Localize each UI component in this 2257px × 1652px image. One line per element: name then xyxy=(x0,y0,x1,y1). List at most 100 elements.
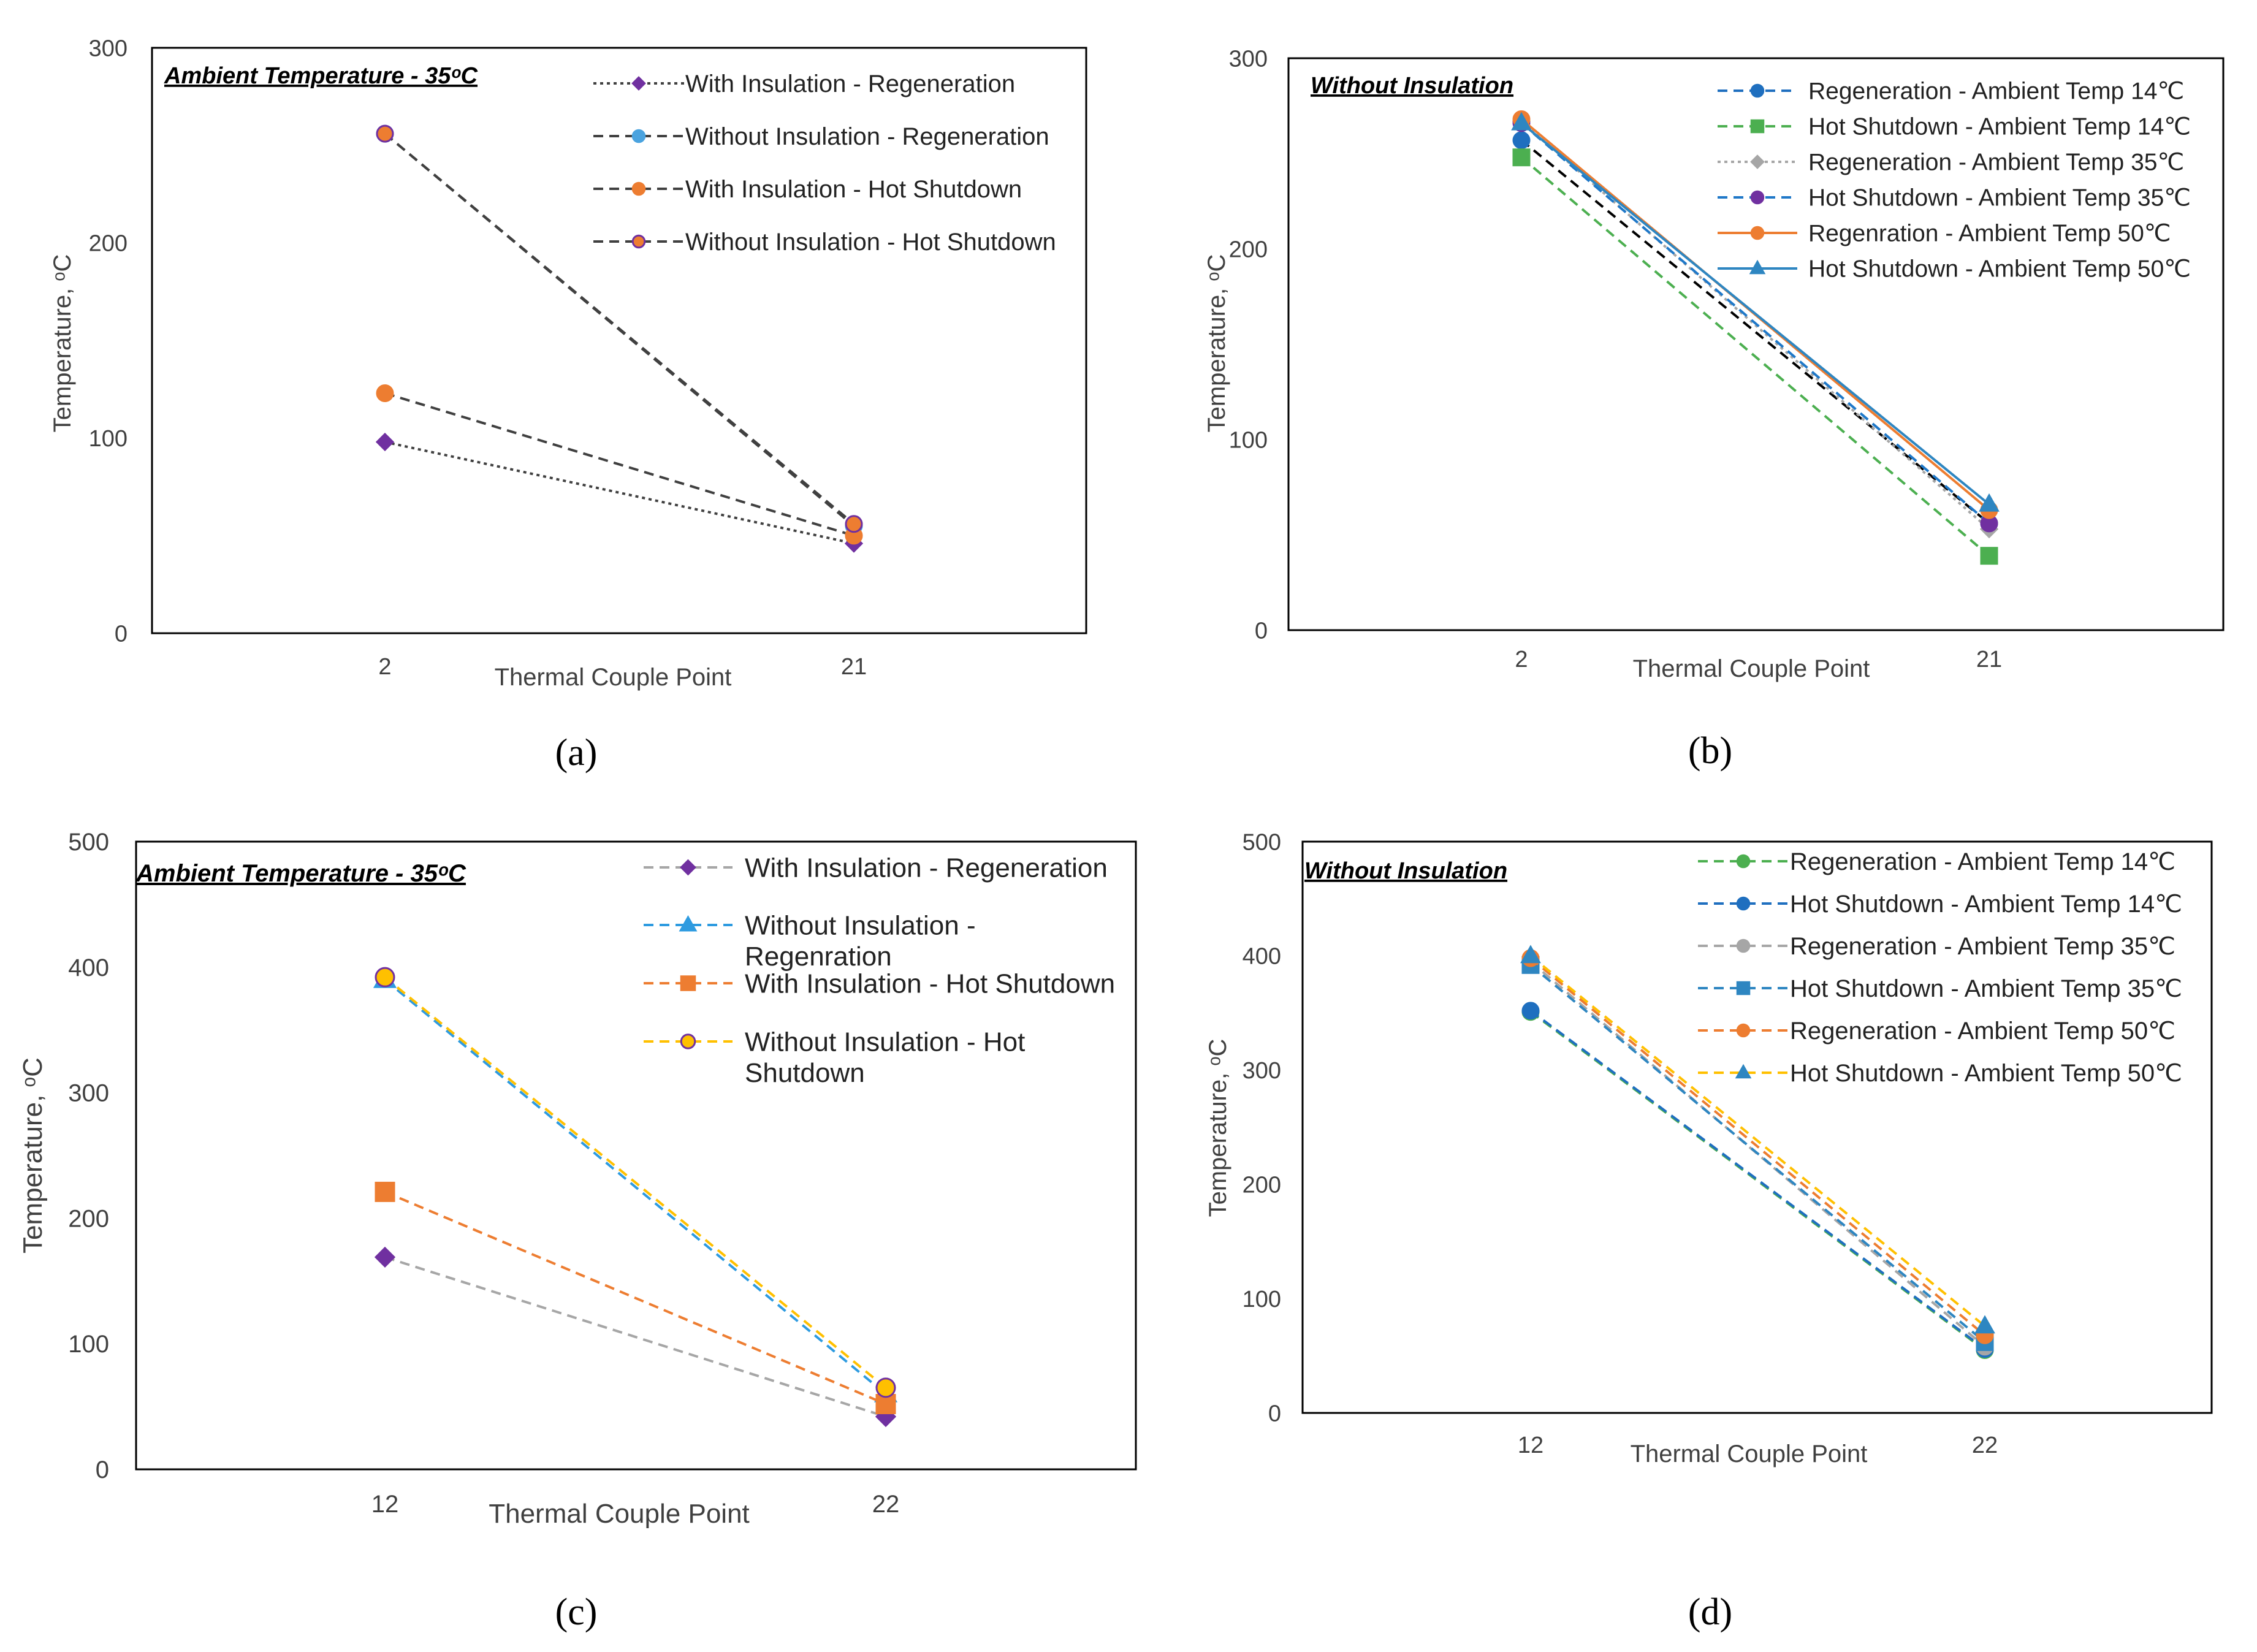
y-tick-label: 0 xyxy=(1255,618,1268,644)
legend-label: Hot Shutdown - Ambient Temp 50℃ xyxy=(1790,1060,2182,1087)
series-line xyxy=(384,1255,886,1418)
series-4 xyxy=(1521,956,1994,1351)
plot-area-frame xyxy=(135,840,1137,1471)
x-axis-label: Thermal Couple Point xyxy=(489,1499,750,1529)
x-axis-label: Thermal Couple Point xyxy=(1631,1441,1868,1467)
data-point-marker xyxy=(1512,148,1531,167)
legend-entry: Regeneration - Ambient Temp 35℃ xyxy=(1698,933,2175,960)
legend-label: Hot Shutdown - Ambient Temp 35℃ xyxy=(1808,185,2191,211)
legend-label: With Insulation - Hot Shutdown xyxy=(685,176,1022,203)
legend-marker xyxy=(1750,190,1765,205)
legend-label: Regeneration - Ambient Temp 14℃ xyxy=(1790,848,2175,875)
legend-marker xyxy=(680,859,696,876)
legend-marker xyxy=(631,181,646,196)
data-point-marker xyxy=(1511,112,1532,131)
data-point-marker xyxy=(1980,547,1998,565)
series-6 xyxy=(1520,945,1995,1334)
series-line xyxy=(384,441,854,545)
legend-marker xyxy=(631,234,646,249)
legend-marker xyxy=(1736,854,1751,869)
chart-title: Without Insulation xyxy=(1311,73,1513,99)
data-point-marker xyxy=(374,1246,396,1268)
y-tick-label: 100 xyxy=(89,426,128,452)
legend-label: With Insulation - Regeneration xyxy=(745,853,1108,883)
chart-title: Ambient Temperature - 35ᵒC xyxy=(164,63,478,89)
legend-marker xyxy=(1750,119,1765,134)
legend-entry: With Insulation - Regeneration xyxy=(593,70,1015,97)
legend-entry: Regeneration - Ambient Temp 50℃ xyxy=(1698,1018,2175,1045)
legend-entry: Hot Shutdown - Ambient Temp 35℃ xyxy=(1718,185,2191,211)
chart-panel-b: 0 100 200 300 2 21 Thermal Couple Point Tempera… xyxy=(1203,46,2225,682)
y-tick-label: 0 xyxy=(96,1456,109,1483)
legend-entry: Without Insulation - Hot Shutdown xyxy=(644,1027,1025,1088)
chart-title: Without Insulation xyxy=(1304,858,1507,884)
legend-label: Hot Shutdown - Ambient Temp 14℃ xyxy=(1790,891,2182,918)
legend-marker xyxy=(680,975,696,991)
y-tick-label: 200 xyxy=(1243,1173,1281,1198)
series-5 xyxy=(1521,949,1994,1344)
legend-label: Without Insulation - Hot Shutdown xyxy=(685,229,1056,256)
legend-label: Hot Shutdown - Ambient Temp 14℃ xyxy=(1808,114,2191,140)
legend-entry: Regeneration - Ambient Temp 35℃ xyxy=(1718,150,2184,176)
legend-label: Regenration - Ambient Temp 50℃ xyxy=(1808,221,2171,247)
y-tick-label: 300 xyxy=(89,36,128,61)
series-line xyxy=(384,976,887,1389)
y-tick-label: 300 xyxy=(1243,1058,1281,1084)
x-tick-label: 22 xyxy=(872,1491,900,1518)
y-tick-label: 500 xyxy=(1243,829,1281,855)
x-axis-label: Thermal Couple Point xyxy=(495,664,732,691)
data-point-marker xyxy=(1512,131,1531,150)
series-6 xyxy=(1511,112,2000,512)
series-2 xyxy=(1521,1002,1994,1358)
data-point-marker xyxy=(875,1394,896,1415)
legend-label: Without Insulation -Regenration xyxy=(745,910,976,972)
x-tick-label: 21 xyxy=(841,654,867,680)
series-3 xyxy=(376,384,863,545)
data-point-marker xyxy=(375,432,395,452)
legend-label: Without Insulation - Regeneration xyxy=(685,123,1049,150)
y-axis-label: Temperature, ᵒC xyxy=(1205,1039,1231,1217)
x-tick-label: 2 xyxy=(378,654,391,680)
series-line xyxy=(1520,156,1990,557)
legend-marker xyxy=(1749,259,1766,275)
series-line xyxy=(1529,1011,1986,1352)
y-tick-label: 0 xyxy=(115,621,128,647)
legend-label: Regeneration - Ambient Temp 35℃ xyxy=(1790,933,2175,960)
data-point-marker xyxy=(1521,1002,1540,1020)
legend-entry: Hot Shutdown - Ambient Temp 35℃ xyxy=(1698,975,2182,1002)
x-axis-label: Thermal Couple Point xyxy=(1633,655,1870,682)
y-tick-label: 300 xyxy=(68,1080,109,1107)
series-1 xyxy=(374,1246,897,1428)
legend-entry: Regeneration - Ambient Temp 14℃ xyxy=(1698,848,2175,875)
series-4 xyxy=(376,124,863,533)
legend-label: Hot Shutdown - Ambient Temp 35℃ xyxy=(1790,975,2182,1002)
legend-label-line: Without Insulation - xyxy=(745,910,976,940)
legend-entry: Hot Shutdown - Ambient Temp 50℃ xyxy=(1718,256,2191,283)
series-line xyxy=(1529,961,1986,1348)
series-4 xyxy=(375,967,896,1398)
legend-marker xyxy=(1736,1023,1751,1038)
legend-entry: Hot Shutdown - Ambient Temp 50℃ xyxy=(1698,1060,2182,1087)
legend-entry: Regeneration - Ambient Temp 14℃ xyxy=(1718,78,2184,105)
data-point-marker xyxy=(1979,493,2000,512)
y-tick-label: 100 xyxy=(1229,427,1268,453)
series-line xyxy=(384,392,854,537)
series-line xyxy=(384,978,887,1395)
chart-panel-d: 0 100 200 300 400 500 12 22 Thermal Couple Point… xyxy=(1205,829,2213,1467)
panel-caption: (b) xyxy=(1688,730,1732,772)
chart-panel-a: 0 100 200 300 2 21 Thermal Couple Point Tempera… xyxy=(49,36,1087,691)
series-line xyxy=(1529,964,1986,1343)
legend-marker xyxy=(631,129,646,143)
y-tick-label: 100 xyxy=(1243,1287,1281,1312)
legend-marker xyxy=(1750,154,1765,169)
series-line xyxy=(1529,1010,1986,1350)
series-line xyxy=(1520,122,1990,525)
x-tick-label: 21 xyxy=(1976,647,2002,672)
legend-label: Regeneration - Ambient Temp 50℃ xyxy=(1790,1018,2175,1045)
legend-label: With Insulation - Regeneration xyxy=(685,70,1015,97)
legend-marker xyxy=(1736,938,1751,953)
y-tick-label: 500 xyxy=(68,829,109,856)
legend-label-line: Without Insulation - Hot xyxy=(745,1027,1025,1057)
legend-label: With Insulation - Hot Shutdown xyxy=(745,969,1115,999)
x-tick-label: 22 xyxy=(1972,1433,1998,1458)
